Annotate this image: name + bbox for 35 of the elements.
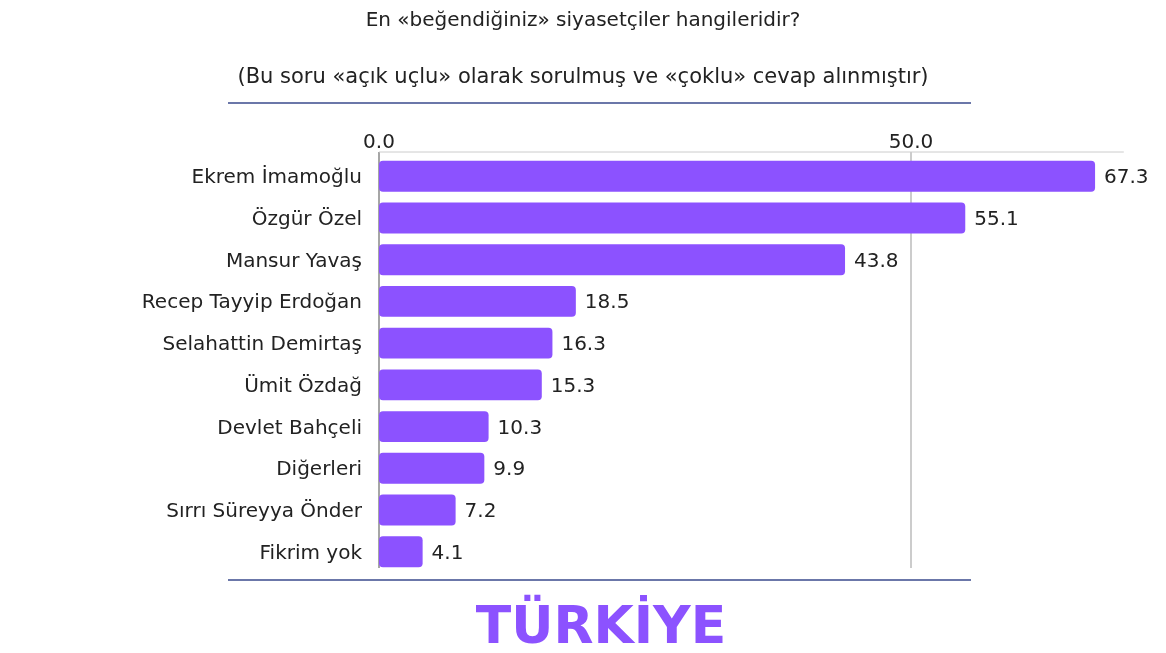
bar <box>379 285 576 317</box>
chart-subtitle: (Bu soru «açık uçlu» olarak sorulmuş ve «çoklu» cevap alınmıştır) <box>237 64 929 88</box>
bar <box>379 369 542 401</box>
y-tick-label: Mansur Yavaş <box>225 247 362 272</box>
chart-title: En «beğendiğiniz» siyasetçiler hangileridir? <box>365 7 801 31</box>
data-label: 16.3 <box>561 331 606 356</box>
data-label: 10.3 <box>497 414 543 439</box>
y-tick-label: Diğerleri <box>276 456 362 481</box>
x-tick-label: 0.0 <box>363 129 395 153</box>
y-tick-label: Özgür Özel <box>251 205 362 230</box>
y-tick-label: Ümit Özdağ <box>244 372 362 397</box>
data-label: 43.8 <box>854 247 899 272</box>
y-tick-label: Ekrem İmamoğlu <box>191 164 362 189</box>
data-label: 55.1 <box>974 205 1019 230</box>
y-tick-label: Recep Tayyip Erdoğan <box>141 289 362 314</box>
data-label: 18.5 <box>584 289 630 314</box>
data-label: 9.9 <box>493 456 526 481</box>
bar <box>379 327 553 359</box>
y-tick-label: Selahattin Demirtaş <box>162 331 362 356</box>
bar <box>379 160 1096 192</box>
bar <box>379 536 423 568</box>
y-tick-label: Devlet Bahçeli <box>217 414 362 439</box>
data-label: 67.3 <box>1104 164 1149 189</box>
y-tick-label: Sırrı Süreyya Önder <box>166 498 363 523</box>
bar <box>379 452 485 484</box>
y-tick-label: Fikrim yok <box>259 539 363 564</box>
text: TÜRKİYE <box>475 594 727 653</box>
data-label: 7.2 <box>464 498 497 523</box>
bar <box>379 244 846 276</box>
data-label: 4.1 <box>431 539 464 564</box>
bar <box>379 494 456 526</box>
bar <box>379 411 489 443</box>
data-label: 15.3 <box>550 372 596 397</box>
x-tick-label: 50.0 <box>888 129 934 153</box>
bar <box>379 202 966 234</box>
